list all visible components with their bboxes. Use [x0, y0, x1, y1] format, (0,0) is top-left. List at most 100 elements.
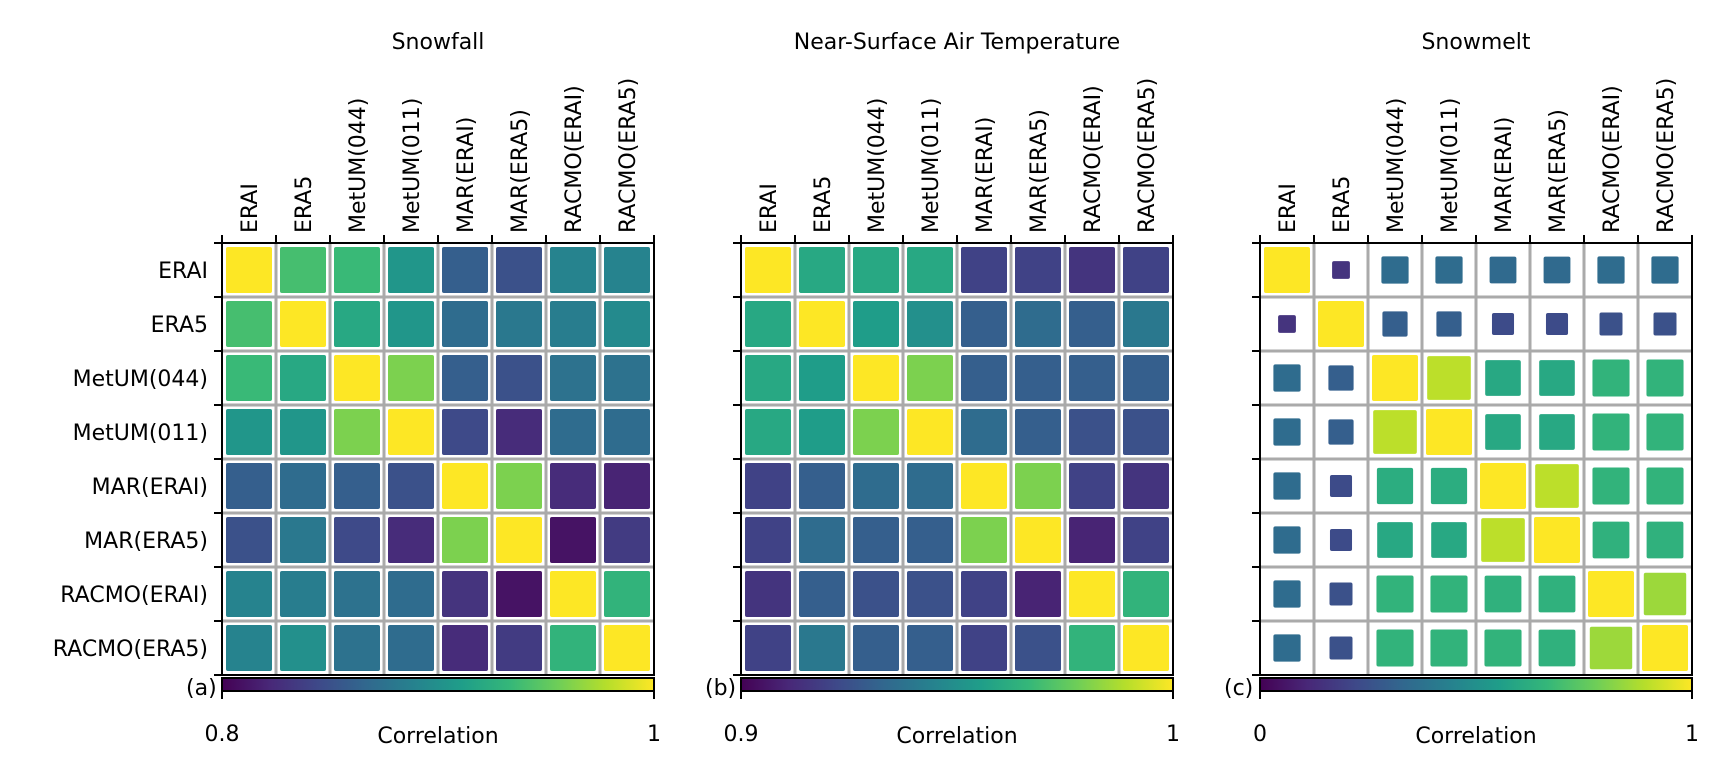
heatmap-cell	[334, 247, 380, 293]
colorbar-max-label-a: 1	[647, 722, 661, 747]
column-label: ERAI	[757, 183, 782, 233]
heatmap-cell	[226, 247, 272, 293]
heatmap-cell	[550, 625, 596, 671]
heatmap-cell	[334, 355, 380, 401]
heatmap-cell	[442, 409, 488, 455]
column-label: ERAI	[238, 183, 263, 233]
heatmap-cell	[1377, 522, 1413, 558]
heatmap-cell	[745, 625, 791, 671]
heatmap-cell	[1426, 409, 1472, 455]
heatmap-cell	[853, 409, 899, 455]
heatmap-cell	[1485, 360, 1521, 396]
heatmap-cell	[961, 409, 1007, 455]
heatmap-cell	[799, 247, 845, 293]
heatmap-cell	[1015, 301, 1061, 347]
colorbar-min-label-b: 0.9	[724, 722, 759, 747]
heatmap-cell	[1430, 629, 1468, 667]
column-label: RACMO(ERAI)	[1600, 85, 1625, 233]
heatmap-cell	[334, 409, 380, 455]
heatmap-cell	[745, 571, 791, 617]
panel-title-snowmelt: Snowmelt	[1421, 30, 1530, 55]
column-label: RACMO(ERA5)	[1654, 78, 1679, 233]
heatmap-cell	[1653, 312, 1677, 336]
column-label: MetUM(044)	[346, 98, 371, 233]
colorbar-min-label-a: 0.8	[205, 722, 240, 747]
heatmap-cell	[1543, 256, 1571, 284]
colorbar-max-label-b: 1	[1166, 722, 1180, 747]
heatmap-cell	[280, 517, 326, 563]
heatmap-cell	[1592, 467, 1630, 505]
heatmap-cell	[745, 247, 791, 293]
heatmap-cell	[1069, 355, 1115, 401]
heatmap-cell	[907, 409, 953, 455]
heatmap-cell	[1328, 365, 1354, 391]
heatmap-cell	[1539, 360, 1575, 396]
heatmap-cell	[799, 571, 845, 617]
heatmap-cell	[388, 571, 434, 617]
heatmap-cell	[853, 355, 899, 401]
heatmap-cell	[799, 355, 845, 401]
heatmap-cell	[1484, 629, 1522, 667]
heatmap-cell	[604, 571, 650, 617]
heatmap-cell	[496, 247, 542, 293]
heatmap-cell	[907, 517, 953, 563]
heatmap-cell	[280, 301, 326, 347]
heatmap-cell	[226, 625, 272, 671]
heatmap-cell	[1599, 312, 1623, 336]
heatmap-cell	[496, 463, 542, 509]
heatmap-cell	[1435, 256, 1463, 284]
heatmap-cell	[1273, 364, 1301, 392]
heatmap-cell	[280, 355, 326, 401]
heatmap-cell	[1069, 625, 1115, 671]
colorbar-title-b: Correlation	[896, 724, 1017, 749]
heatmap-cell	[1329, 582, 1353, 606]
heatmap-cell	[1651, 256, 1679, 284]
heatmap-cell	[1015, 355, 1061, 401]
heatmap-cell	[1642, 625, 1688, 671]
heatmap-cell	[496, 409, 542, 455]
heatmap-cell	[226, 517, 272, 563]
heatmap-cell	[1643, 572, 1687, 616]
column-label: MAR(ERA5)	[1546, 109, 1571, 233]
column-label: MetUM(044)	[1384, 98, 1409, 233]
heatmap-cell	[961, 355, 1007, 401]
heatmap-cell	[1436, 311, 1462, 337]
heatmap-cell	[1484, 575, 1522, 613]
heatmap-cell	[442, 355, 488, 401]
column-label: MAR(ERAI)	[454, 117, 479, 233]
colorbar-title-c: Correlation	[1415, 724, 1536, 749]
heatmap-cell	[1123, 517, 1169, 563]
row-label: ERAI	[158, 259, 208, 284]
heatmap-cell	[1646, 467, 1684, 505]
heatmap-cell	[1273, 526, 1301, 554]
heatmap-cell	[1278, 315, 1296, 333]
heatmap-cell	[961, 571, 1007, 617]
row-label: ERA5	[151, 313, 208, 338]
heatmap-cell	[280, 571, 326, 617]
heatmap-cell	[1535, 464, 1579, 508]
heatmap-cell	[1592, 359, 1630, 397]
heatmap-cell	[1589, 626, 1633, 670]
heatmap-cell	[1538, 575, 1576, 613]
heatmap-cell	[1539, 414, 1575, 450]
heatmap-cell	[334, 301, 380, 347]
panel-letter-c: (c)	[1224, 676, 1253, 701]
heatmap-cell	[1328, 419, 1354, 445]
heatmap-cell	[1534, 517, 1580, 563]
heatmap-cell	[496, 517, 542, 563]
heatmap-cell	[496, 625, 542, 671]
heatmap-cell	[550, 517, 596, 563]
heatmap-cell	[1431, 522, 1467, 558]
heatmap-cell	[1015, 409, 1061, 455]
panel-letter-b: (b)	[705, 676, 736, 701]
heatmap-cell	[1123, 355, 1169, 401]
heatmap-cell	[799, 625, 845, 671]
heatmap-cell	[280, 247, 326, 293]
heatmap-cell	[280, 625, 326, 671]
heatmap-cell	[226, 463, 272, 509]
heatmap-cell	[1123, 409, 1169, 455]
column-label: MetUM(011)	[919, 98, 944, 233]
heatmap-cell	[388, 247, 434, 293]
heatmap-cell	[853, 571, 899, 617]
